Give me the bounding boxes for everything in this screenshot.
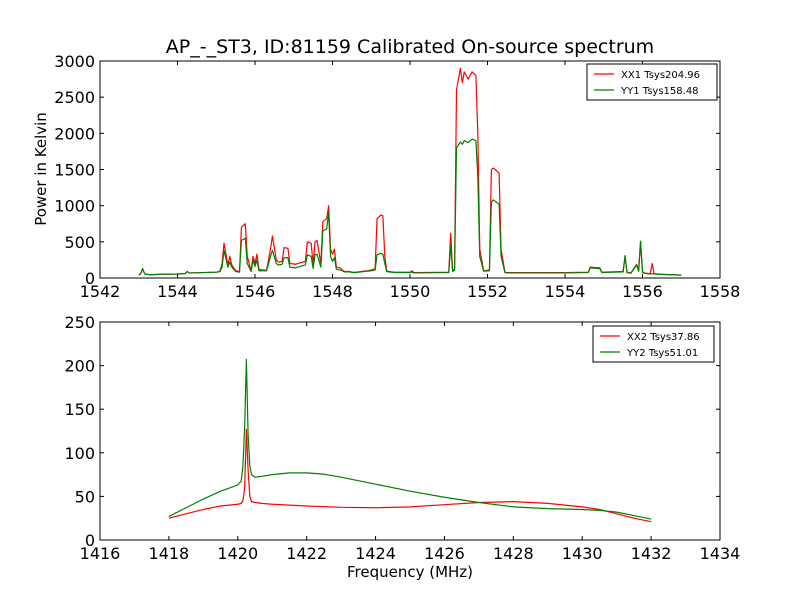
top-plot-frame [99,60,721,279]
y-tick-label: 250 [64,313,95,332]
legend-label: XX2 Tsys37.86 [627,332,700,343]
y-tick-label: 500 [64,233,95,252]
bottom-legend: XX2 Tsys37.86 YY2 Tsys51.01 [592,325,715,363]
legend-label: XX1 Tsys204.96 [621,70,700,81]
top-legend: XX1 Tsys204.96 YY1 Tsys158.48 [586,63,718,101]
y-tick-label: 3000 [54,52,95,71]
bottom-plot-frame [99,321,721,541]
x-tick-label: 1418 [149,544,190,563]
x-tick-label: 1542 [80,282,121,301]
x-tick-label: 1544 [157,282,198,301]
bottom-axis-ticks: 1416 1418 1420 1422 1424 1426 1428 1430 1432 1434… [64,313,740,563]
series-line-yy1 [138,138,682,276]
legend-box [586,63,718,101]
x-tick-label: 1424 [355,544,396,563]
y-tick-label: 100 [64,444,95,463]
bottom-plot-content [168,358,652,523]
x-tick-label: 1426 [424,544,465,563]
x-tick-label: 1546 [235,282,276,301]
x-tick-label: 1550 [390,282,431,301]
x-tick-label: 1552 [467,282,508,301]
top-axis-ticks: 1542 1544 1546 1548 1550 1552 1554 1556 1558 0 500… [54,52,740,301]
series-line-yy2 [168,358,652,520]
legend-label: YY2 Tsys51.01 [626,348,698,359]
x-tick-label: 1430 [562,544,603,563]
legend-label: YY1 Tsys158.48 [620,86,699,97]
x-tick-label: 1416 [80,544,121,563]
y-tick-label: 1000 [54,197,95,216]
y-tick-label: 2000 [54,124,95,143]
x-tick-label: 1556 [622,282,663,301]
x-tick-label: 1554 [545,282,586,301]
y-tick-label: 1500 [54,161,95,180]
x-tick-label: 1434 [700,544,741,563]
y-tick-label: 0 [85,531,95,550]
y-tick-label: 0 [85,269,95,288]
x-tick-label: 1422 [286,544,327,563]
x-tick-label: 1558 [700,282,741,301]
y-tick-label: 200 [64,357,95,376]
y-tick-label: 2500 [54,88,95,107]
y-axis-label: Power in Kelvin [32,112,50,226]
y-tick-label: 150 [64,400,95,419]
legend-box [592,325,715,363]
y-tick-label: 50 [75,487,95,506]
x-tick-label: 1420 [217,544,258,563]
chart-title: AP_-_ST3, ID:81159 Calibrated On-source … [166,36,654,58]
series-line-xx2 [168,428,652,523]
bottom-panel-spectrum: Frequency (MHz) 1416 1418 1420 1422 1424 1426… [64,313,740,581]
top-plot-content [138,67,682,276]
x-tick-label: 1432 [631,544,672,563]
x-tick-label: 1548 [312,282,353,301]
top-panel-on-source-spectrum: AP_-_ST3, ID:81159 Calibrated On-source … [32,36,740,301]
x-axis-label: Frequency (MHz) [347,563,473,581]
x-tick-label: 1428 [493,544,534,563]
